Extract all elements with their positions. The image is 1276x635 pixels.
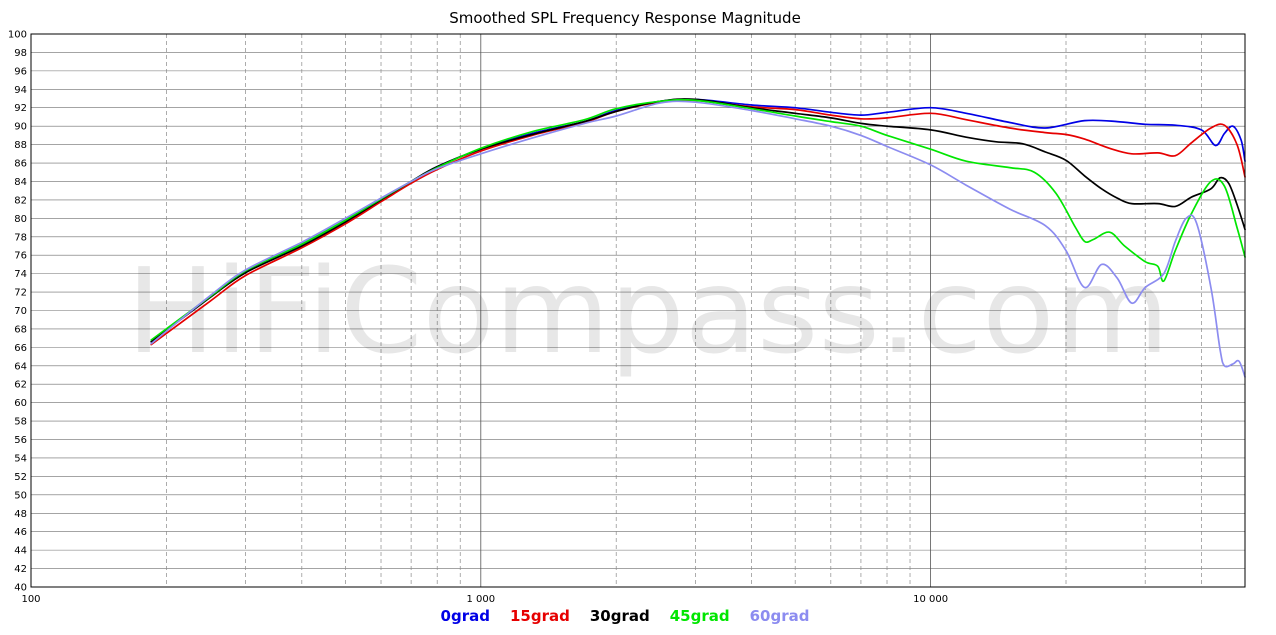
y-tick-label: 92 bbox=[14, 103, 27, 114]
y-tick-label: 70 bbox=[14, 306, 27, 317]
legend: 0grad 15grad 30grad 45grad 60grad bbox=[0, 607, 1250, 625]
y-tick-label: 96 bbox=[14, 66, 27, 77]
legend-item-30grad: 30grad bbox=[589, 607, 650, 625]
axis-ticks: 40 42 44 46 48 50 52 54 56 58 60 62 64 66 68 70 72 74 76 78… bbox=[8, 30, 948, 606]
watermark: HiFiCompass.com bbox=[127, 242, 1170, 380]
y-tick-label: 72 bbox=[14, 288, 27, 299]
legend-item-0grad: 0grad bbox=[440, 607, 490, 625]
y-tick-label: 74 bbox=[14, 269, 27, 280]
y-tick-label: 100 bbox=[8, 30, 27, 41]
y-tick-label: 42 bbox=[14, 564, 27, 575]
y-tick-label: 94 bbox=[14, 85, 27, 96]
y-tick-label: 58 bbox=[14, 417, 27, 428]
chart-title: Smoothed SPL Frequency Response Magnitud… bbox=[449, 9, 801, 27]
y-tick-label: 60 bbox=[14, 398, 27, 409]
y-tick-label: 82 bbox=[14, 195, 27, 206]
y-tick-label: 50 bbox=[14, 490, 27, 501]
y-tick-label: 84 bbox=[14, 177, 27, 188]
y-tick-label: 40 bbox=[14, 583, 27, 594]
y-tick-label: 64 bbox=[14, 361, 27, 372]
legend-item-60grad: 60grad bbox=[749, 607, 810, 625]
y-tick-label: 78 bbox=[14, 232, 27, 243]
y-tick-label: 80 bbox=[14, 214, 27, 225]
y-tick-label: 76 bbox=[14, 251, 27, 262]
y-tick-label: 56 bbox=[14, 435, 27, 446]
x-tick-label: 10 000 bbox=[913, 594, 948, 605]
plot-frame bbox=[30, 33, 1246, 588]
legend-item-15grad: 15grad bbox=[509, 607, 570, 625]
legend-item-45grad: 45grad bbox=[669, 607, 730, 625]
y-tick-label: 66 bbox=[14, 343, 27, 354]
y-tick-label: 46 bbox=[14, 527, 27, 538]
y-tick-label: 62 bbox=[14, 380, 27, 391]
y-tick-label: 54 bbox=[14, 453, 27, 464]
series-lines bbox=[150, 98, 1246, 378]
y-tick-label: 48 bbox=[14, 509, 27, 520]
y-tick-label: 90 bbox=[14, 122, 27, 133]
series-line-15grad bbox=[150, 99, 1246, 346]
y-tick-label: 86 bbox=[14, 159, 27, 170]
series-line-60grad bbox=[150, 100, 1246, 378]
y-tick-label: 88 bbox=[14, 140, 27, 151]
x-tick-label: 100 bbox=[21, 594, 40, 605]
y-tick-label: 98 bbox=[14, 48, 27, 59]
y-tick-label: 52 bbox=[14, 472, 27, 483]
y-tick-label: 44 bbox=[14, 546, 27, 557]
y-tick-label: 68 bbox=[14, 324, 27, 335]
x-tick-label: 1 000 bbox=[466, 594, 495, 605]
